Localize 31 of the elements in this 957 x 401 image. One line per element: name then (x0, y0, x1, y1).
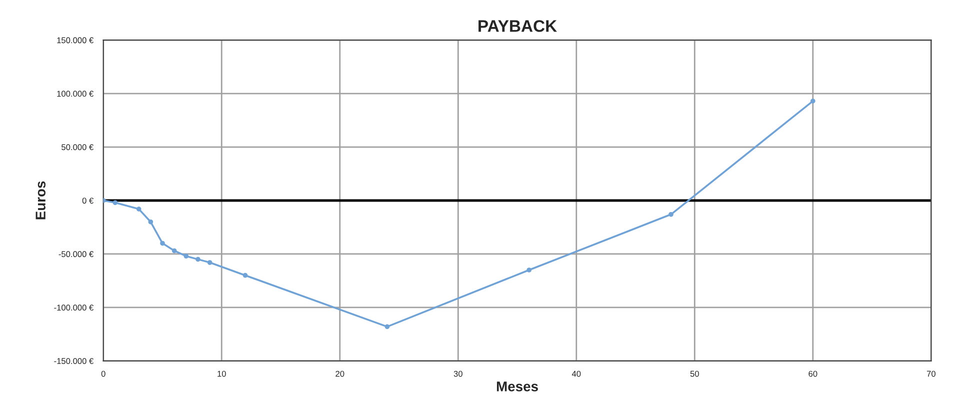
x-tick-label: 0 (101, 370, 106, 377)
point (242, 272, 248, 278)
x-tick-label: 40 (572, 370, 581, 377)
x-tick-label: 10 (218, 370, 226, 377)
x-tick-label: 70 (926, 370, 936, 377)
y-tick-label: 50.000 € (62, 144, 94, 150)
y-tick-label: -50.000 € (58, 251, 94, 258)
y-tick-label: -100.000 € (54, 304, 94, 311)
point (384, 324, 390, 330)
y-tick-label: 150.000 € (57, 37, 94, 44)
x-tick-label: 50 (690, 370, 699, 377)
x-tick-label: 60 (808, 370, 818, 377)
x-tick-label: 30 (454, 370, 462, 377)
chart-title: PAYBACK (478, 20, 557, 32)
x-axis-title: Meses (496, 382, 538, 392)
point (148, 219, 154, 224)
y-tick-label: 100.000 € (57, 90, 94, 97)
point (184, 254, 189, 259)
point (810, 98, 816, 104)
y-axis-title: Euros (36, 181, 46, 220)
point (112, 200, 118, 206)
point (526, 268, 532, 272)
point (668, 212, 674, 217)
point (172, 248, 177, 254)
point (136, 206, 142, 212)
point (207, 260, 212, 265)
point (196, 256, 200, 262)
x-tick-label: 20 (336, 370, 344, 377)
y-tick-label: -150.000 € (54, 358, 94, 364)
point (160, 240, 165, 246)
y-tick-label: 0 € (82, 198, 94, 204)
